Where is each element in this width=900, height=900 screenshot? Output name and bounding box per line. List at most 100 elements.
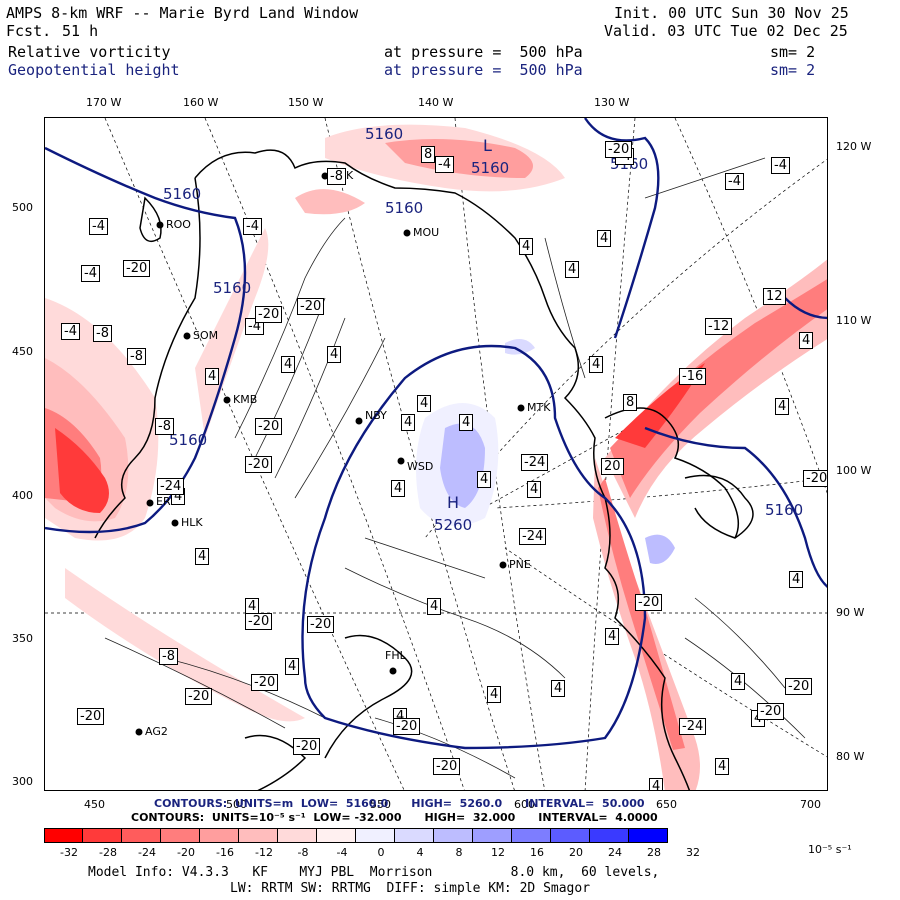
vorticity-contour-label: 4 [391, 480, 406, 497]
vorticity-contour-label: -8 [327, 168, 346, 185]
colorbar-units: 10⁻⁵ s⁻¹ [808, 843, 852, 856]
vorticity-contour-label: -4 [81, 265, 100, 282]
physics-info: LW: RRTM SW: RRTMG DIFF: simple KM: 2D S… [230, 881, 591, 896]
colorbar-swatch [278, 828, 317, 843]
colorbar-tick-label: 4 [416, 846, 424, 859]
vorticity-contour-label: 4 [195, 548, 210, 565]
height-label: 5160 [365, 125, 404, 143]
vorticity-contour-label: -20 [255, 418, 283, 435]
colorbar-swatch [122, 828, 161, 843]
vorticity-contour-label: 8 [623, 394, 638, 411]
bottom-axis-label: 600 [514, 798, 535, 811]
vorticity-contour-label: -20 [605, 141, 633, 158]
top-axis-label: 140 W [418, 96, 454, 109]
vorticity-contour-label: -4 [89, 218, 108, 235]
height-contours-info: CONTOURS: UNITS=m LOW= 5160.0 HIGH= 5260… [154, 797, 645, 810]
station-label: KMB [233, 393, 258, 406]
height-label: 5260 [434, 516, 473, 534]
colorbar [44, 828, 668, 843]
vorticity-contour-label: 4 [519, 238, 534, 255]
field2-name: Geopotential height [8, 61, 180, 79]
colorbar-tick-label: -28 [99, 846, 117, 859]
field1-level: at pressure = 500 hPa [384, 43, 583, 61]
forecast-hour: 51 h [62, 22, 99, 40]
field1-name: Relative vorticity [8, 43, 171, 61]
vorticity-contour-label: -24 [519, 528, 547, 545]
vorticity-contour-label: -20 [635, 594, 663, 611]
colorbar-tick-label: 12 [491, 846, 505, 859]
vorticity-contour-label: 4 [285, 658, 300, 675]
map-title: AMPS 8-km WRF -- Marie Byrd Land Window [6, 4, 359, 22]
init-time: Init. 00 UTC Sun 30 Nov 25 [614, 4, 849, 22]
field1-smoothing: sm= 2 [770, 43, 816, 61]
vorticity-contour-label: -12 [705, 318, 733, 335]
vorticity-contour-label: 4 [427, 598, 442, 615]
vorticity-contour-label: 4 [799, 332, 814, 349]
vorticity-contour-label: 4 [775, 398, 790, 415]
colorbar-tick-label: -4 [336, 846, 348, 859]
vorticity-contour-label: 4 [715, 758, 730, 775]
right-axis-label: 100 W [836, 464, 872, 477]
vorticity-contour-label: -20 [245, 613, 273, 630]
colorbar-tick-label: -32 [60, 846, 78, 859]
station-label: WSD [407, 460, 434, 473]
vorticity-contour-label: 12 [763, 288, 786, 305]
height-contours [45, 118, 827, 750]
vorticity-contour-label: -20 [757, 703, 785, 720]
low-center-label: L [483, 136, 492, 155]
vorticity-contour-label: -20 [77, 708, 105, 725]
vorticity-contour-label: -20 [785, 678, 813, 695]
bottom-axis-label: 500 [226, 798, 247, 811]
left-axis-label: 450 [12, 345, 33, 358]
bottom-axis-label: 550 [370, 798, 391, 811]
colorbar-swatch [317, 828, 356, 843]
vorticity-contour-label: 4 [649, 778, 664, 790]
colorbar-swatch [590, 828, 629, 843]
vorticity-contour-label: -4 [771, 157, 790, 174]
colorbar-swatch [473, 828, 512, 843]
vorticity-contour-label: -20 [251, 674, 279, 691]
colorbar-swatch [83, 828, 122, 843]
model-info: Model Info: V4.3.3 KF MYJ PBL Morrison 8… [88, 865, 660, 880]
colorbar-swatch [200, 828, 239, 843]
colorbar-swatch [239, 828, 278, 843]
station-markers [135, 172, 525, 736]
height-label: 5160 [471, 159, 510, 177]
height-label: 5160 [765, 501, 804, 519]
station-label: SOM [193, 329, 219, 342]
colorbar-swatch [161, 828, 200, 843]
bottom-axis-label: 450 [84, 798, 105, 811]
vorticity-contour-label: 4 [281, 356, 296, 373]
vorticity-contour-label: -4 [61, 323, 80, 340]
vorticity-contour-label: -20 [307, 616, 335, 633]
field2-level: at pressure = 500 hPa [384, 61, 583, 79]
height-label: 5160 [163, 185, 202, 203]
right-axis-label: 110 W [836, 314, 872, 327]
vorticity-contour-label: 20 [601, 458, 624, 475]
right-axis-label: 120 W [836, 140, 872, 153]
height-label: 5160 [169, 431, 208, 449]
bottom-axis-label: 700 [800, 798, 821, 811]
vorticity-contour-label: 4 [327, 346, 342, 363]
colorbar-tick-label: 8 [455, 846, 463, 859]
right-axis-label: 80 W [836, 750, 865, 763]
height-label: 5160 [213, 279, 252, 297]
colorbar-tick-label: 0 [377, 846, 385, 859]
vorticity-contour-label: -20 [393, 718, 421, 735]
vorticity-contour-label: -20 [293, 738, 321, 755]
colorbar-tick-label: 28 [647, 846, 661, 859]
vorticity-contour-label: -16 [679, 368, 707, 385]
vorticity-contour-label: -24 [157, 478, 185, 495]
valid-time: Valid. 03 UTC Tue 02 Dec 25 [604, 22, 848, 40]
vorticity-contour-label: 4 [789, 571, 804, 588]
map-panel: ROO FOK MOU SOM KMB NBY MTK WSD ERG HLK … [44, 117, 828, 791]
map-graphics [45, 118, 827, 790]
vorticity-contour-label: -20 [803, 470, 827, 487]
top-axis-label: 130 W [594, 96, 630, 109]
colorbar-swatch [512, 828, 551, 843]
colorbar-tick-label: 16 [530, 846, 544, 859]
vorticity-contour-label: 4 [597, 230, 612, 247]
vorticity-contour-label: -20 [245, 456, 273, 473]
colorbar-tick-label: -16 [216, 846, 234, 859]
vorticity-contour-label: -24 [521, 454, 549, 471]
